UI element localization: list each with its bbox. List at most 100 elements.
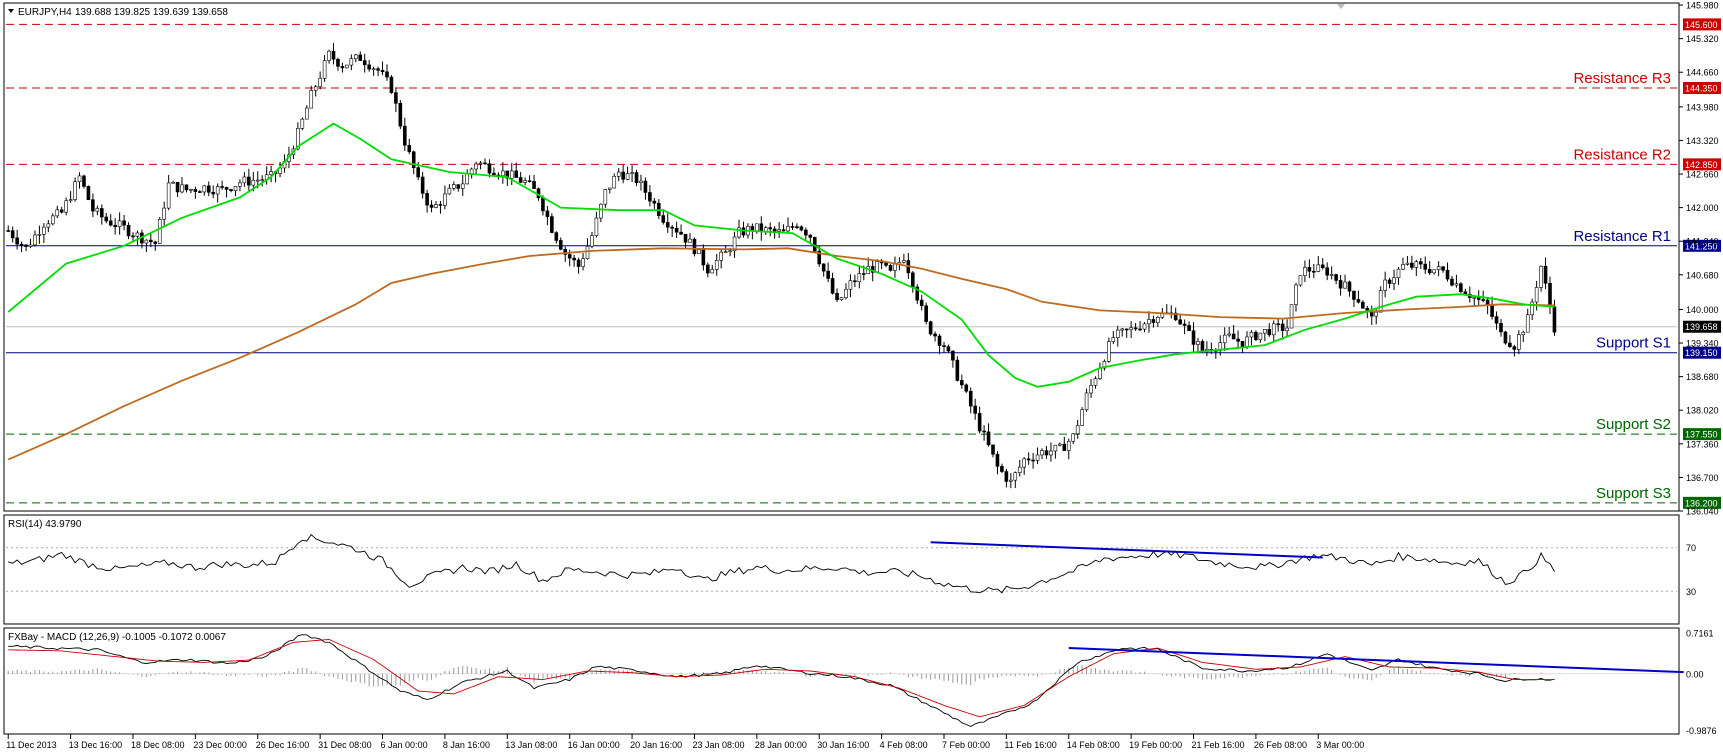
rsi-panel[interactable] [3,514,1680,625]
candle-body [77,175,82,182]
candle-body [830,278,835,294]
candle-body [345,64,349,69]
candle-body [986,431,991,446]
macd-trendline[interactable] [1068,647,1684,674]
candle-body [706,264,710,274]
candle-body [554,232,559,241]
candle-body [157,219,162,244]
x-axis-label: 7 Feb 00:00 [942,740,990,750]
candle-body [616,171,621,177]
candle-body [670,226,674,229]
macd-signal-line [8,639,1555,718]
candle-body [518,177,523,183]
candle-body [1151,319,1156,323]
candle-body [933,333,937,337]
level-label: Support S2 [1596,416,1671,433]
candle-body [474,163,478,170]
candle-body [403,125,407,146]
scroll-marker-icon[interactable] [1337,4,1345,9]
candle-body [683,233,688,243]
candle-body [1115,329,1120,338]
candle-body [247,176,251,186]
x-axis-label: 19 Feb 00:00 [1129,740,1182,750]
candle-body [1142,323,1147,330]
candle-body [349,58,354,66]
candle-body [1053,444,1058,452]
candle-body [1240,340,1245,348]
candle-body [1534,287,1539,303]
candle-body [1329,274,1334,276]
macd-panel[interactable] [3,627,1680,735]
candle-body [149,239,153,243]
candle-body [1352,290,1356,300]
candle-body [296,128,300,150]
x-axis-label: 23 Jan 08:00 [692,740,744,750]
candle-body [1445,269,1450,280]
candle-body [1396,268,1401,279]
candle-body [1062,443,1067,451]
x-axis-label: 16 Jan 00:00 [568,740,620,750]
candle-body [599,203,603,219]
candle-body [719,251,723,261]
candle-body [1383,279,1387,291]
candle-body [86,186,91,200]
candle-body [394,92,398,104]
candle-body [46,223,51,228]
candle-body [639,180,643,183]
level-price-tag-text: 137.550 [1685,430,1718,440]
ma-slow-line [7,247,1555,461]
candle-body [928,321,933,335]
candle-body [304,107,309,120]
chart-menu-arrow-icon[interactable] [8,9,14,13]
candle-body [180,184,184,193]
candle-body [1120,328,1125,331]
candle-body [117,220,122,228]
candle-body [1196,341,1200,345]
candle-body [674,227,679,233]
candle-body [371,68,376,71]
candle-body [612,175,617,189]
candle-body [434,204,438,208]
candle-body [1543,266,1548,284]
candle-body [545,210,550,217]
x-axis-label: 14 Feb 08:00 [1067,740,1120,750]
candle-body [714,260,719,270]
candle-body [1035,454,1040,461]
candle-body [198,191,202,193]
candle-body [1436,266,1441,271]
candle-body [1548,282,1552,308]
candle-body [1089,384,1093,394]
candle-body [955,359,960,381]
candle-body [621,171,625,180]
candle-body [977,413,982,432]
candle-body [353,54,358,59]
candle-body [853,280,857,283]
price-panel[interactable] [3,2,1680,512]
price-axis-label: 140.000 [1686,305,1719,315]
x-axis-label: 8 Jan 16:00 [443,740,490,750]
candle-body [175,181,180,193]
candle-body [483,162,487,165]
candle-body [6,230,11,232]
candle-body [1294,284,1298,305]
candle-body [643,180,648,193]
candle-body [1441,266,1445,271]
price-axis-label: 136.700 [1686,473,1719,483]
candle-body [1312,270,1316,273]
candle-body [420,176,425,194]
candle-body [875,261,879,273]
candle-body [893,263,897,271]
candle-body [1347,281,1352,292]
rsi-trendline[interactable] [930,541,1323,559]
candle-body [1387,279,1392,284]
candle-body [429,204,434,208]
candle-body [550,216,554,233]
candle-body [478,162,483,165]
candle-body [229,189,233,191]
candle-body [322,60,327,79]
candle-body [327,50,331,61]
x-axis-label: 11 Dec 2013 [6,740,56,750]
candle-body [964,384,969,392]
candle-body [376,68,380,71]
